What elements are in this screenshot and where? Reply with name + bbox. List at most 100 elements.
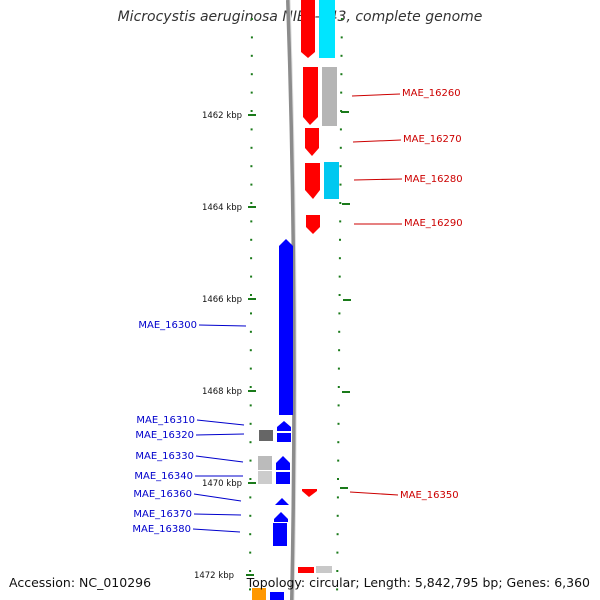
track-dot bbox=[336, 533, 339, 536]
track-dot bbox=[250, 91, 253, 94]
track-dot bbox=[249, 496, 252, 499]
track-dot bbox=[337, 459, 340, 462]
gene-mae-16300-arrow[interactable] bbox=[279, 239, 293, 415]
gene-label-mae-16370[interactable]: MAE_16370 bbox=[133, 509, 192, 520]
track-dot bbox=[340, 18, 343, 20]
cyan-feature-block bbox=[324, 162, 339, 199]
track-dot bbox=[250, 165, 253, 168]
label-leader-line bbox=[193, 513, 242, 516]
track-dot bbox=[336, 570, 339, 572]
track-dot bbox=[337, 422, 340, 425]
gene-mae-16290-arrow[interactable] bbox=[306, 215, 320, 234]
inner-dotted-track bbox=[249, 18, 253, 591]
gray-feature-block bbox=[322, 67, 337, 126]
forward-gene-block[interactable] bbox=[298, 567, 314, 573]
map-title: Microcystis aeruginosa NIES-843, complet… bbox=[117, 9, 483, 25]
track-dot bbox=[249, 404, 252, 407]
gene-label-mae-16270[interactable]: MAE_16270 bbox=[403, 134, 462, 145]
gene-label-mae-16320[interactable]: MAE_16320 bbox=[135, 430, 194, 441]
track-dot bbox=[250, 183, 253, 186]
gene-mae-16370-arrow[interactable] bbox=[274, 512, 288, 522]
track-dot bbox=[337, 386, 340, 388]
track-dot bbox=[250, 294, 252, 296]
track-dot bbox=[336, 551, 339, 554]
track-dot bbox=[337, 404, 340, 407]
gene-mae-16270-arrow[interactable] bbox=[305, 128, 319, 156]
gene-label-mae-16260[interactable]: MAE_16260 bbox=[402, 88, 461, 99]
gene-label-mae-16340[interactable]: MAE_16340 bbox=[134, 471, 193, 482]
track-dot bbox=[340, 91, 343, 94]
track-dot bbox=[250, 73, 253, 76]
track-dot bbox=[249, 533, 252, 536]
forward-gene-arrow[interactable] bbox=[301, 0, 315, 58]
label-leader-line bbox=[349, 491, 399, 496]
gene-mae-16280-arrow[interactable] bbox=[305, 163, 320, 199]
inner-features bbox=[252, 430, 273, 600]
gene-mae-16320-arrow[interactable] bbox=[277, 433, 291, 442]
forward-genes bbox=[298, 0, 320, 573]
gene-label-mae-16330[interactable]: MAE_16330 bbox=[135, 451, 194, 462]
track-dot bbox=[250, 312, 252, 315]
track-dot bbox=[339, 183, 342, 186]
track-dot bbox=[337, 367, 340, 370]
track-dot bbox=[339, 202, 342, 204]
track-dot bbox=[339, 146, 342, 149]
track-dot bbox=[250, 110, 253, 112]
track-dot bbox=[250, 257, 253, 260]
track-dot bbox=[249, 514, 252, 517]
gray-feature-block bbox=[258, 456, 272, 470]
track-dot bbox=[250, 128, 253, 131]
gene-label-mae-16360[interactable]: MAE_16360 bbox=[133, 489, 192, 500]
scale-tick-label: 1472 kbp bbox=[194, 571, 234, 581]
scale-tick-label: 1464 kbp bbox=[202, 203, 242, 213]
scale-tick-label: 1470 kbp bbox=[202, 479, 242, 489]
gene-mae-16380-arrow[interactable] bbox=[273, 523, 287, 546]
track-dot bbox=[250, 238, 253, 241]
label-leader-line bbox=[198, 324, 247, 327]
track-dot bbox=[340, 36, 343, 39]
reverse-gene-labels: MAE_16300 MAE_16310 MAE_16320 MAE_16330 … bbox=[132, 320, 247, 535]
gray-feature-block bbox=[316, 566, 332, 573]
genome-backbone-highlight bbox=[289, 0, 297, 600]
gene-mae-16260-arrow[interactable] bbox=[303, 67, 318, 125]
track-dot bbox=[339, 238, 341, 241]
track-dot bbox=[249, 330, 252, 333]
reverse-gene-block[interactable] bbox=[270, 592, 284, 600]
gene-mae-16360-arrow[interactable] bbox=[275, 498, 289, 505]
track-dot bbox=[250, 275, 253, 278]
gene-label-mae-16290[interactable]: MAE_16290 bbox=[404, 218, 463, 229]
track-dot bbox=[250, 202, 253, 204]
gray-feature-block bbox=[258, 471, 272, 484]
gene-label-mae-16350[interactable]: MAE_16350 bbox=[400, 490, 459, 501]
gene-mae-16350-arrow[interactable] bbox=[302, 489, 317, 497]
gene-label-mae-16280[interactable]: MAE_16280 bbox=[404, 174, 463, 185]
label-leader-line bbox=[195, 455, 244, 463]
forward-gene-labels: MAE_16260 MAE_16270 MAE_16280 MAE_16290 … bbox=[349, 88, 463, 501]
track-dot bbox=[338, 275, 341, 278]
label-leader-line bbox=[196, 419, 245, 426]
label-leader-line bbox=[351, 93, 401, 97]
track-dot bbox=[340, 73, 343, 76]
track-dot bbox=[249, 367, 252, 370]
track-dot bbox=[250, 18, 253, 20]
label-leader-line bbox=[353, 178, 403, 181]
track-dot bbox=[338, 330, 341, 333]
track-dot bbox=[338, 294, 341, 296]
track-dot bbox=[250, 146, 253, 149]
track-dot bbox=[249, 441, 252, 444]
gene-mae-16330-arrow[interactable] bbox=[276, 456, 290, 470]
gene-label-mae-16380[interactable]: MAE_16380 bbox=[132, 524, 191, 535]
gene-label-mae-16310[interactable]: MAE_16310 bbox=[136, 415, 195, 426]
track-dot bbox=[249, 459, 252, 462]
scale-tick-label: 1466 kbp bbox=[202, 295, 242, 305]
gene-mae-16340-arrow[interactable] bbox=[276, 472, 290, 484]
outer-dotted-track bbox=[336, 18, 343, 591]
track-dot bbox=[339, 165, 342, 168]
reverse-genes bbox=[270, 239, 293, 600]
scale-ticks: 1462 kbp 1464 kbp 1466 kbp 1468 kbp 1470… bbox=[194, 111, 351, 581]
gene-label-mae-16300[interactable]: MAE_16300 bbox=[138, 320, 197, 331]
gene-mae-16310-arrow[interactable] bbox=[277, 421, 291, 431]
track-dot bbox=[337, 441, 340, 444]
track-dot bbox=[338, 349, 341, 352]
